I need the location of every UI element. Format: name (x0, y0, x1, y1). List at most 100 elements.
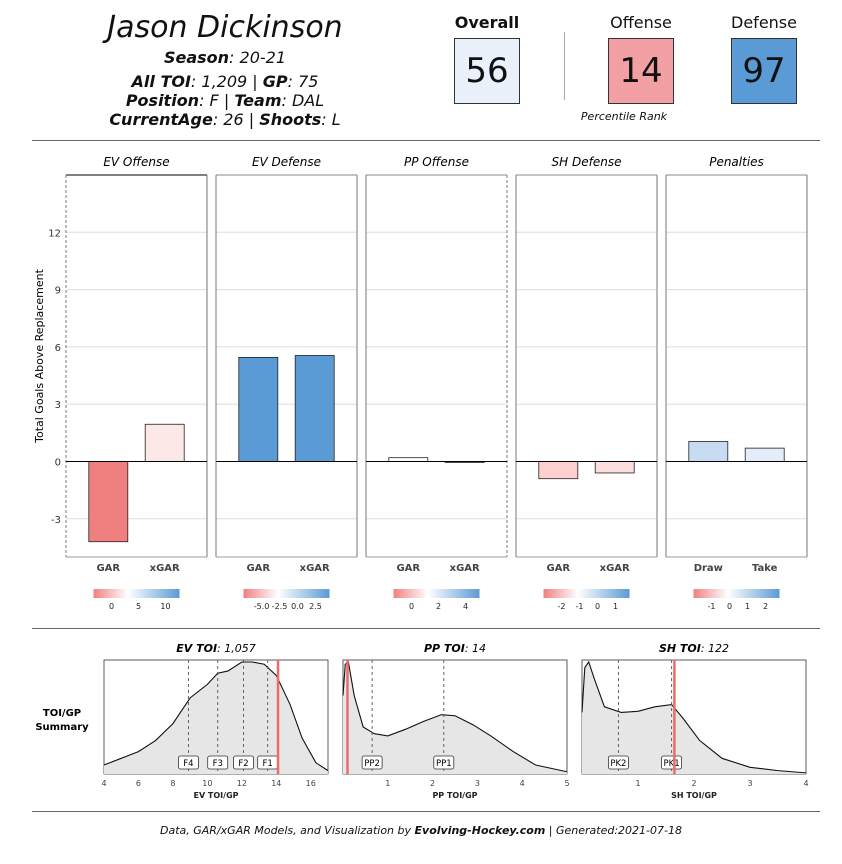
x-tick-label: 6 (136, 779, 141, 788)
x-tick-label: 2 (430, 779, 435, 788)
legend-tick-label: 0.0 (291, 602, 304, 611)
legend-tick-label: -1 (708, 602, 716, 611)
legend-tick-label: 2 (763, 602, 768, 611)
y-tick-label: 9 (55, 286, 61, 297)
age-line: CurrentAge: 26 | Shoots: L (60, 110, 390, 129)
bar-gar (239, 357, 278, 461)
legend-tick-label: 0 (409, 602, 414, 611)
panel-pp-offense: PP Offense GAR xGAR 0 2 4 (366, 155, 507, 611)
toi-panel-3: SH TOI: 122 PK2 PK1 1 2 3 4 SH TOI/GP (582, 642, 809, 800)
x-tick-label: 5 (564, 779, 569, 788)
x-tick-label: 4 (101, 779, 106, 788)
y-tick-label: 0 (55, 458, 61, 469)
offense-label: Offense (596, 13, 686, 32)
x-tick-label: 4 (803, 779, 808, 788)
legend-tick-label: 1 (613, 602, 618, 611)
legend-tick-label: -2 (558, 602, 566, 611)
x-tick-label: 3 (747, 779, 752, 788)
toi-line: All TOI: 1,209 | GP: 75 (60, 72, 390, 91)
tier-marker-label: F4 (183, 759, 193, 769)
x-tick-label: xGAR (600, 563, 630, 574)
panel-title: Penalties (709, 155, 764, 169)
x-tick-label: 1 (385, 779, 390, 788)
season-line: Season: 20-21 (60, 48, 390, 67)
tier-marker-label: PK1 (664, 759, 680, 769)
defense-rating-box: 97 (731, 38, 797, 104)
x-tick-label: GAR (246, 563, 270, 574)
x-tick-label: 12 (237, 779, 247, 788)
y-tick-label: 6 (55, 343, 61, 354)
tier-marker-label: F3 (213, 759, 223, 769)
toi-panel-title: EV TOI: 1,057 (176, 642, 256, 655)
panel-title: PP Offense (404, 155, 469, 169)
tier-marker-label: PP2 (364, 759, 380, 769)
legend-tick-label: -1 (576, 602, 584, 611)
panel-title: EV Defense (252, 155, 321, 169)
bar-xgar (595, 462, 634, 473)
footer-divider (32, 811, 820, 812)
bar-gar (389, 458, 428, 462)
bar-take (745, 448, 784, 461)
x-axis-label: PP TOI/GP (432, 791, 477, 800)
toi-summary-label: Summary (35, 722, 89, 733)
x-tick-label: xGAR (300, 563, 330, 574)
panel-title: EV Offense (103, 155, 169, 169)
tier-marker-label: PP1 (436, 759, 452, 769)
x-tick-label: 14 (271, 779, 281, 788)
legend-tick-label: 2 (436, 602, 441, 611)
toi-panel-1: EV TOI: 1,057 F4 F3 F2 F1 4 6 8 10 12 14 16 EV TOI/G… (101, 642, 328, 800)
panel-ev-offense: EV Offense GAR xGAR 0 5 10 (66, 155, 207, 611)
panel-ev-defense: EV Defense GAR xGAR -5.0 -2.5 0.0 2.5 (216, 155, 357, 611)
legend-tick-label: 4 (463, 602, 468, 611)
legend-color-bar (394, 589, 480, 598)
legend-tick-label: -2.5 (272, 602, 288, 611)
x-tick-label: 3 (475, 779, 480, 788)
x-tick-label: 8 (170, 779, 175, 788)
x-tick-label: xGAR (150, 563, 180, 574)
y-axis-label: Total Goals Above Replacement (33, 268, 46, 443)
y-tick-label: 3 (55, 400, 61, 411)
bar-gar (89, 462, 128, 542)
x-tick-label: 2 (691, 779, 696, 788)
x-tick-label: 16 (306, 779, 316, 788)
panel-penalties: Penalties Draw Take -1 0 1 2 (666, 155, 807, 611)
legend-color-bar (694, 589, 780, 598)
legend-color-bar (94, 589, 180, 598)
defense-label: Defense (719, 13, 809, 32)
footer-credit: Data, GAR/xGAR Models, and Visualization… (0, 824, 842, 837)
position-line: Position: F | Team: DAL (60, 91, 390, 110)
legend-tick-label: -5.0 (254, 602, 270, 611)
offense-rating-box: 14 (608, 38, 674, 104)
overall-rating-box: 56 (454, 38, 520, 104)
tier-marker-label: F2 (238, 759, 248, 769)
rating-divider (564, 32, 565, 100)
x-tick-label: xGAR (450, 563, 480, 574)
chart-divider (32, 628, 820, 629)
x-tick-label: GAR (396, 563, 420, 574)
bar-draw (689, 441, 728, 461)
legend-tick-label: 2.5 (309, 602, 322, 611)
x-tick-label: Draw (694, 563, 723, 574)
x-tick-label: GAR (96, 563, 120, 574)
toi-panel-title: SH TOI: 122 (659, 642, 729, 655)
legend-tick-label: 0 (109, 602, 114, 611)
x-tick-label: 10 (202, 779, 212, 788)
header-divider (32, 140, 820, 141)
toi-panel-title: PP TOI: 14 (424, 642, 486, 655)
toi-chart: TOI/GP Summary EV TOI: 1,057 F4 F3 F2 F1 4 6 8 10 1… (0, 632, 842, 810)
legend-tick-label: 10 (160, 602, 170, 611)
bar-gar (539, 462, 578, 479)
legend-tick-label: 0 (727, 602, 732, 611)
legend-tick-label: 5 (136, 602, 141, 611)
y-tick-label: -3 (51, 515, 61, 526)
toi-panel-2: PP TOI: 14 PP2 PP1 1 2 3 4 5 PP TOI/GP (343, 642, 570, 800)
tier-marker-label: PK2 (610, 759, 626, 769)
x-axis-label: SH TOI/GP (671, 791, 717, 800)
legend-tick-label: 0 (595, 602, 600, 611)
legend-color-bar (244, 589, 330, 598)
percentile-caption: Percentile Rank (564, 110, 684, 123)
panel-title: SH Defense (552, 155, 622, 169)
panel-sh-defense: SH Defense GAR xGAR -2 -1 0 1 (516, 155, 657, 611)
x-tick-label: Take (752, 563, 778, 574)
bar-xgar (295, 355, 334, 461)
